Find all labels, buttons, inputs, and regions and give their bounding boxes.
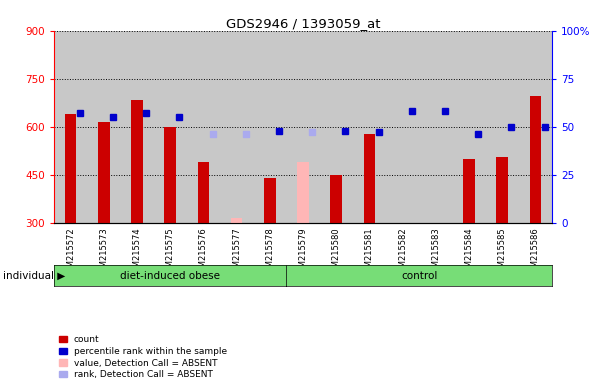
Bar — [297, 162, 309, 223]
Bar — [98, 122, 110, 223]
Legend: count, percentile rank within the sample, value, Detection Call = ABSENT, rank, : count, percentile rank within the sample… — [59, 335, 227, 379]
Bar — [264, 178, 275, 223]
Bar — [197, 162, 209, 223]
Text: diet-induced obese: diet-induced obese — [120, 270, 220, 281]
Bar — [463, 159, 475, 223]
Bar — [331, 175, 342, 223]
Text: individual ▶: individual ▶ — [3, 270, 65, 281]
Bar — [530, 96, 541, 223]
Bar — [65, 114, 76, 223]
Bar — [231, 218, 242, 223]
Bar — [496, 157, 508, 223]
Bar — [164, 127, 176, 223]
Title: GDS2946 / 1393059_at: GDS2946 / 1393059_at — [226, 17, 380, 30]
Text: control: control — [401, 270, 437, 281]
Bar — [131, 99, 143, 223]
Bar — [364, 134, 375, 223]
